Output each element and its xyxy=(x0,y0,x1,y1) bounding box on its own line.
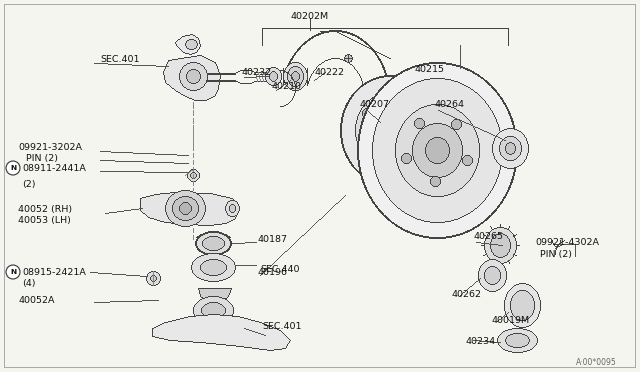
Text: 40202M: 40202M xyxy=(291,12,329,21)
Text: 40052A: 40052A xyxy=(18,296,54,305)
Text: 40187: 40187 xyxy=(258,235,288,244)
Text: PIN (2): PIN (2) xyxy=(540,250,572,259)
Text: 40262: 40262 xyxy=(452,290,482,299)
Text: 40210: 40210 xyxy=(272,82,302,91)
Text: 40232: 40232 xyxy=(242,68,272,77)
Text: 09921-4302A: 09921-4302A xyxy=(535,238,599,247)
Text: (2): (2) xyxy=(22,180,35,189)
Text: 40222: 40222 xyxy=(315,68,345,77)
Text: N: N xyxy=(10,165,16,171)
Text: A·00*0095: A·00*0095 xyxy=(576,358,617,367)
Text: N: N xyxy=(10,269,16,275)
Text: 40215: 40215 xyxy=(415,65,445,74)
Text: 40264: 40264 xyxy=(435,100,465,109)
Circle shape xyxy=(6,161,20,175)
Text: 40053 (LH): 40053 (LH) xyxy=(18,216,71,225)
Text: PIN (2): PIN (2) xyxy=(26,154,58,163)
Text: 08915-2421A: 08915-2421A xyxy=(22,268,86,277)
Text: (4): (4) xyxy=(22,279,35,288)
Text: 40019M: 40019M xyxy=(492,316,530,325)
Text: 40207: 40207 xyxy=(360,100,390,109)
Text: SEC.440: SEC.440 xyxy=(260,265,300,274)
Text: SEC.401: SEC.401 xyxy=(262,322,301,331)
Text: 40196: 40196 xyxy=(258,268,288,277)
Text: 40052 (RH): 40052 (RH) xyxy=(18,205,72,214)
Text: 09921-3202A: 09921-3202A xyxy=(18,143,82,152)
Text: 40265: 40265 xyxy=(474,232,504,241)
Text: 08911-2441A: 08911-2441A xyxy=(22,164,86,173)
Text: 40234: 40234 xyxy=(466,337,496,346)
Text: SEC.401: SEC.401 xyxy=(100,55,140,64)
Circle shape xyxy=(6,265,20,279)
